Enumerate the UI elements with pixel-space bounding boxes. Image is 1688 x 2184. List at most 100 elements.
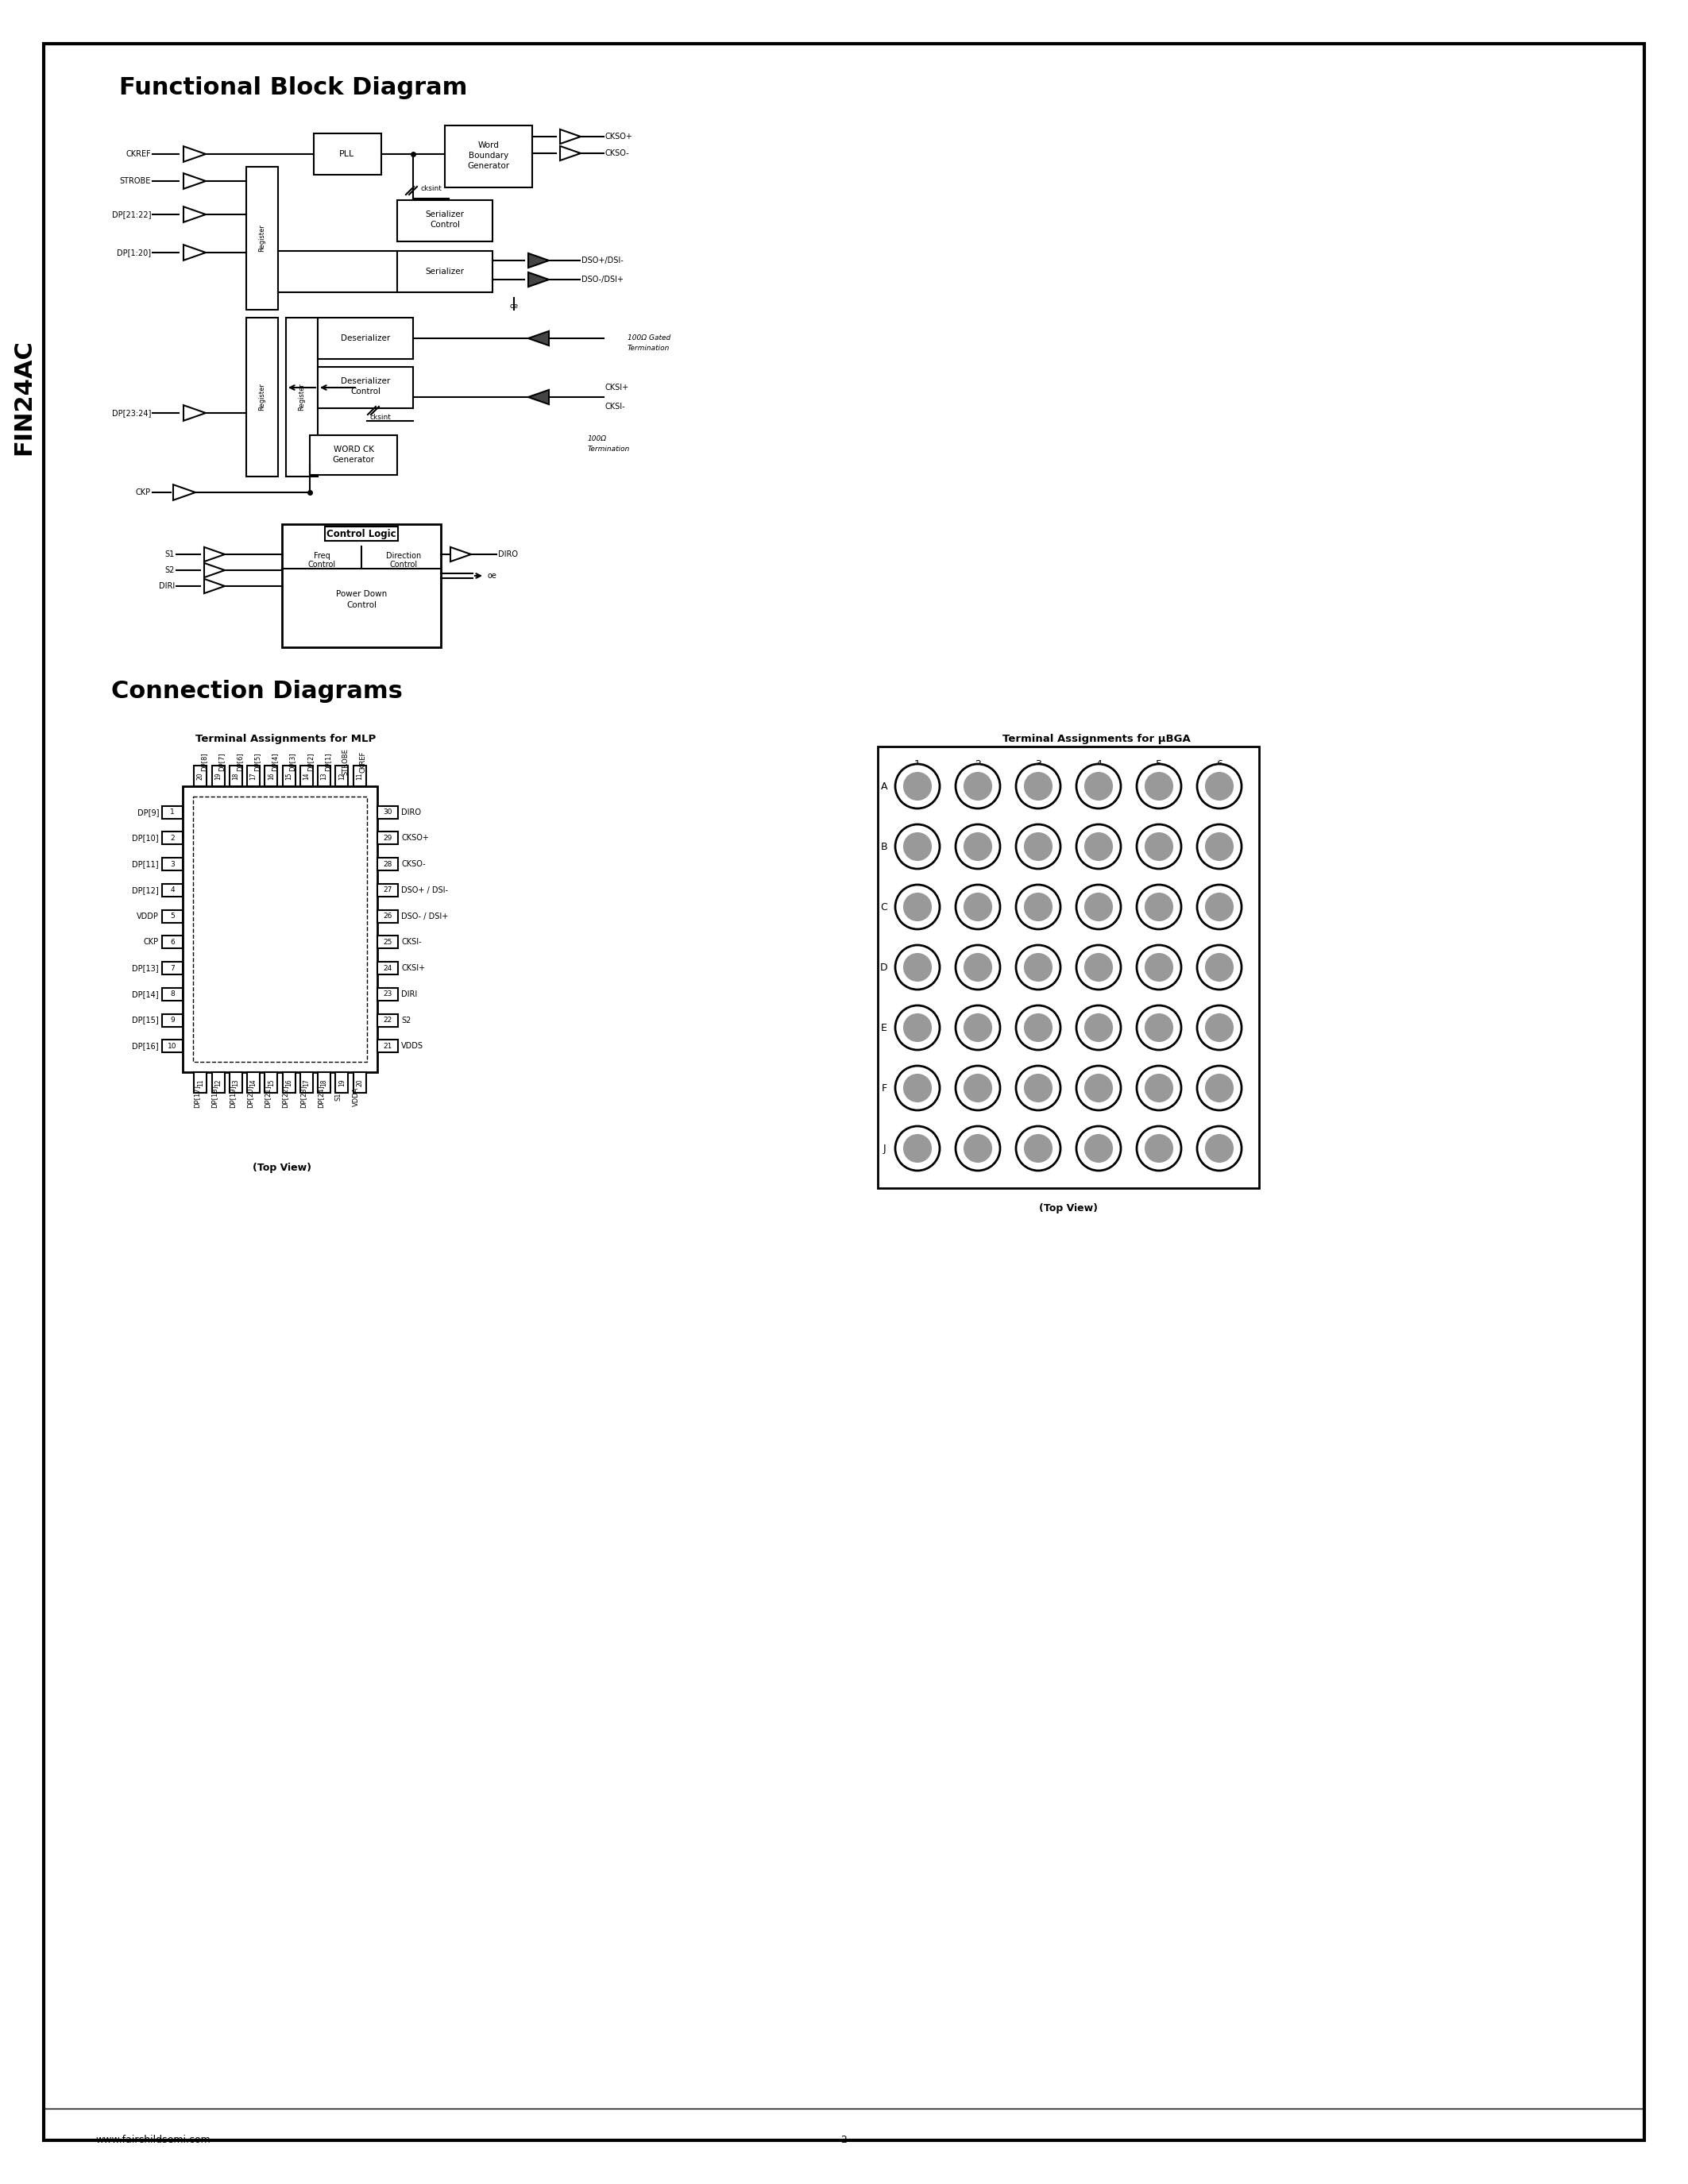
Bar	[282, 767, 295, 786]
Text: Control: Control	[307, 561, 336, 568]
Text: DP[7]: DP[7]	[218, 751, 225, 771]
Text: CKSI-: CKSI-	[402, 939, 422, 946]
Text: DP[23]: DP[23]	[299, 1085, 307, 1107]
Text: DP[3]: DP[3]	[289, 751, 295, 771]
Text: CKSI-: CKSI-	[606, 402, 626, 411]
Text: DP[24]: DP[24]	[317, 1085, 324, 1107]
Text: DP[12]: DP[12]	[132, 887, 159, 893]
Text: 3: 3	[170, 860, 174, 867]
Circle shape	[903, 1136, 932, 1162]
Text: 6: 6	[170, 939, 174, 946]
Text: FIN24AC: FIN24AC	[12, 339, 35, 454]
Circle shape	[1144, 1075, 1173, 1101]
Circle shape	[1205, 1075, 1234, 1101]
Text: Control: Control	[430, 221, 459, 229]
Circle shape	[1085, 1136, 1112, 1162]
Circle shape	[1085, 954, 1112, 981]
Circle shape	[1016, 1066, 1060, 1109]
Text: Functional Block Diagram: Functional Block Diagram	[120, 76, 468, 98]
Bar	[336, 1072, 348, 1092]
Polygon shape	[184, 406, 206, 422]
Circle shape	[895, 885, 940, 928]
Circle shape	[1025, 893, 1052, 922]
Text: DIRO: DIRO	[402, 808, 420, 817]
Text: DP[8]: DP[8]	[201, 751, 208, 771]
Text: 2: 2	[974, 758, 981, 769]
Circle shape	[1144, 832, 1173, 860]
Bar	[265, 767, 277, 786]
Text: E: E	[881, 1022, 888, 1033]
Polygon shape	[204, 563, 225, 577]
Bar	[162, 806, 182, 819]
Text: DP[21:22]: DP[21:22]	[111, 210, 150, 218]
Text: DSO- / DSI+: DSO- / DSI+	[402, 913, 449, 919]
Text: S2: S2	[402, 1016, 410, 1024]
Text: DIRI: DIRI	[402, 989, 417, 998]
Text: 20: 20	[356, 1079, 363, 1085]
Bar	[311, 435, 397, 474]
Bar	[162, 987, 182, 1000]
Bar	[317, 1072, 331, 1092]
Bar	[246, 166, 279, 310]
Text: VDDP: VDDP	[137, 913, 159, 919]
Bar	[265, 1072, 277, 1092]
Text: 30: 30	[383, 808, 392, 817]
Circle shape	[1016, 1127, 1060, 1171]
Circle shape	[1144, 1013, 1173, 1042]
Circle shape	[964, 954, 991, 981]
Text: 22: 22	[383, 1016, 392, 1024]
Text: 27: 27	[383, 887, 392, 893]
Circle shape	[1205, 832, 1234, 860]
Polygon shape	[204, 579, 225, 594]
Text: VDDA: VDDA	[353, 1088, 360, 1107]
Text: DSO-/DSI+: DSO-/DSI+	[581, 275, 623, 284]
Circle shape	[1077, 823, 1121, 869]
Bar	[878, 747, 1259, 1188]
Bar	[162, 911, 182, 922]
Text: 18: 18	[233, 773, 240, 780]
Text: S1: S1	[334, 1092, 343, 1101]
Text: Serializer: Serializer	[425, 269, 464, 275]
Polygon shape	[451, 548, 471, 561]
Text: J: J	[883, 1142, 886, 1153]
Circle shape	[1197, 1127, 1242, 1171]
Text: 10: 10	[167, 1042, 177, 1051]
Text: D: D	[881, 963, 888, 972]
Text: DP[19]: DP[19]	[228, 1085, 236, 1107]
Circle shape	[964, 1075, 991, 1101]
Text: 11: 11	[356, 773, 363, 780]
Text: C: C	[881, 902, 888, 913]
Circle shape	[895, 1127, 940, 1171]
Bar	[317, 317, 414, 358]
Text: Connection Diagrams: Connection Diagrams	[111, 679, 403, 703]
Circle shape	[1077, 1005, 1121, 1051]
Circle shape	[1025, 1075, 1052, 1101]
Text: Direction: Direction	[387, 553, 420, 559]
Bar	[282, 524, 441, 646]
Circle shape	[955, 946, 999, 989]
Text: 100Ω: 100Ω	[587, 435, 608, 441]
Circle shape	[964, 832, 991, 860]
Text: 14: 14	[250, 1079, 257, 1085]
Text: 1: 1	[915, 758, 920, 769]
Text: Termination: Termination	[628, 345, 670, 352]
Bar	[246, 1072, 260, 1092]
Text: B: B	[881, 841, 888, 852]
Text: DIRI: DIRI	[159, 583, 176, 590]
Text: DP[22]: DP[22]	[282, 1085, 289, 1107]
Circle shape	[1197, 885, 1242, 928]
Circle shape	[1016, 1005, 1060, 1051]
Polygon shape	[184, 207, 206, 223]
Text: 18: 18	[321, 1079, 327, 1085]
Text: Control: Control	[390, 561, 417, 568]
Circle shape	[955, 1005, 999, 1051]
Text: oe: oe	[486, 572, 496, 579]
Circle shape	[1205, 1013, 1234, 1042]
Bar	[182, 786, 378, 1072]
Bar	[300, 1072, 312, 1092]
Text: 5: 5	[1156, 758, 1161, 769]
Text: VDDS: VDDS	[402, 1042, 424, 1051]
Polygon shape	[184, 173, 206, 188]
Text: CKSI+: CKSI+	[606, 384, 630, 391]
Text: Terminal Assignments for MLP: Terminal Assignments for MLP	[196, 734, 376, 745]
